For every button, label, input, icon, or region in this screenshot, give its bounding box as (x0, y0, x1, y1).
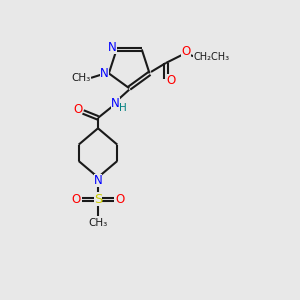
Text: CH₂CH₃: CH₂CH₃ (193, 52, 230, 62)
Text: N: N (94, 174, 102, 187)
Text: N: N (108, 41, 116, 55)
Text: CH₃: CH₃ (72, 73, 91, 83)
Text: N: N (111, 97, 120, 110)
Text: O: O (182, 45, 191, 58)
Text: H: H (119, 103, 127, 113)
Text: O: O (73, 103, 83, 116)
Text: O: O (116, 193, 125, 206)
Text: CH₃: CH₃ (88, 218, 108, 228)
Text: O: O (167, 74, 176, 87)
Text: O: O (71, 193, 80, 206)
Text: N: N (100, 67, 109, 80)
Text: S: S (94, 193, 102, 206)
